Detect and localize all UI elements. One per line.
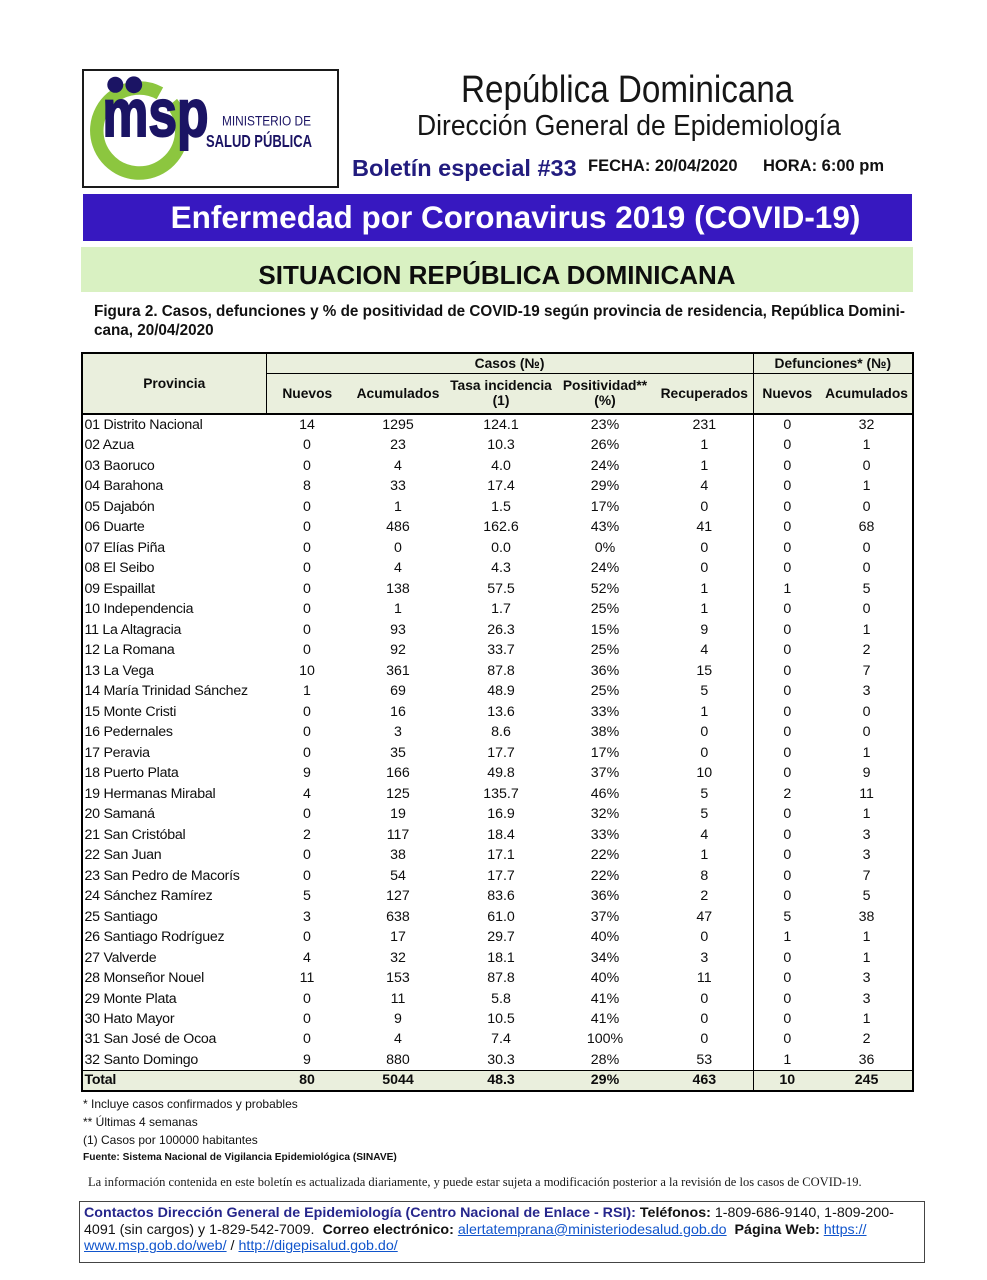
svg-text:SALUD PÚBLICA: SALUD PÚBLICA — [206, 130, 312, 151]
svg-text:msp: msp — [102, 75, 208, 150]
svg-text:MINISTERIO DE: MINISTERIO DE — [222, 114, 311, 129]
